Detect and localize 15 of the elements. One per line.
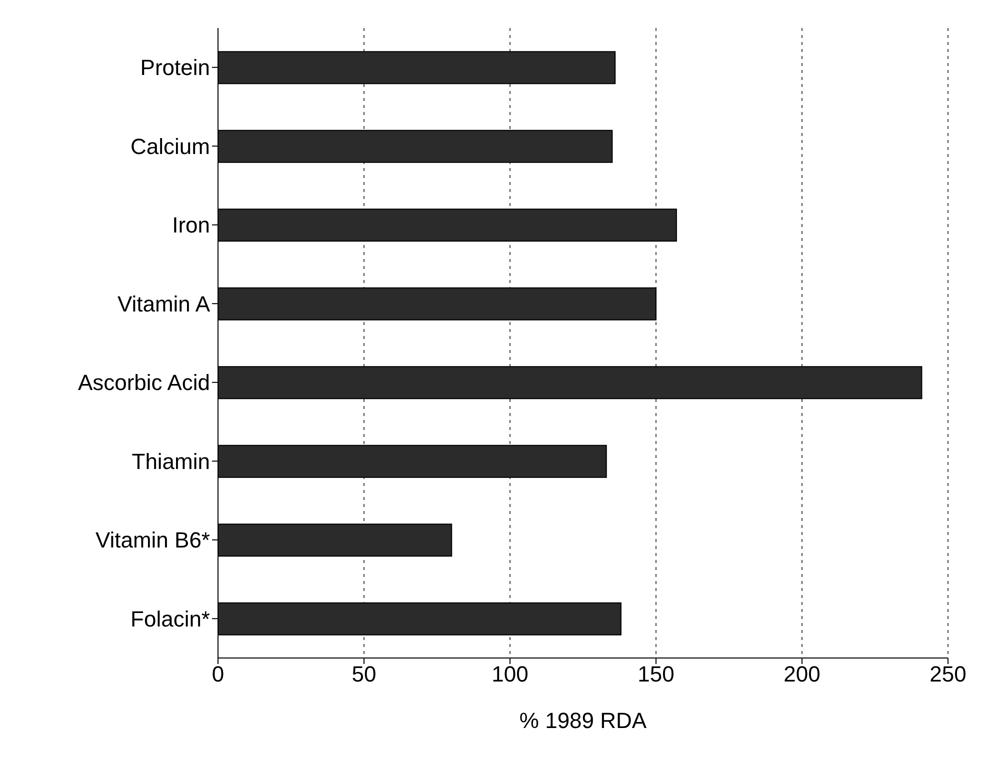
y-tick-label: Calcium <box>130 134 210 159</box>
x-tick-label: 50 <box>352 662 376 687</box>
y-tick-label: Thiamin <box>132 448 210 474</box>
x-tick-label: 200 <box>784 662 820 687</box>
x-tick-label: 0 <box>212 662 224 687</box>
x-axis-title: % 1989 RDA <box>519 708 647 733</box>
x-tick-label: 250 <box>930 662 966 687</box>
y-tick-label: Vitamin A <box>117 291 210 316</box>
y-tick-label: Folacin* <box>130 606 210 632</box>
y-tick-label: Iron <box>172 212 210 238</box>
x-tick-label: 100 <box>492 662 528 687</box>
y-tick-label: Ascorbic Acid <box>78 370 210 396</box>
y-tick-label: Vitamin B6* <box>95 528 210 553</box>
y-tick-label: Protein <box>140 55 210 80</box>
x-tick-label: 150 <box>638 662 674 687</box>
